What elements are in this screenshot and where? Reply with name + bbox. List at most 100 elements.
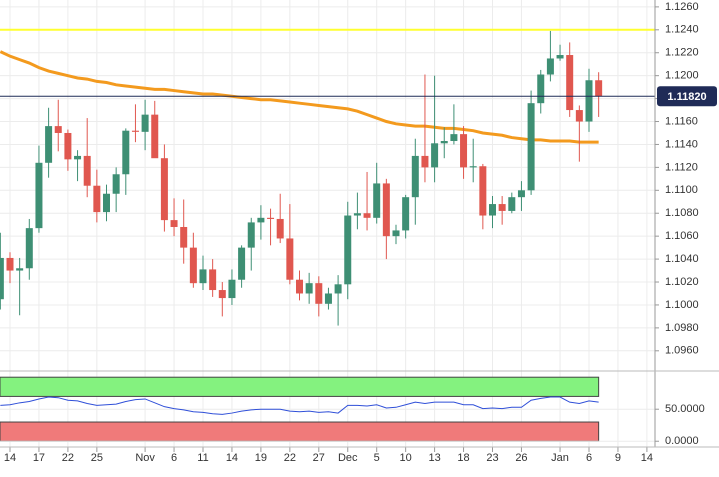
candle-body [575,110,583,122]
candle-body [440,141,448,144]
candle-body [122,130,130,175]
candle-body [334,284,342,294]
candle-body [0,257,4,300]
x-tick-label: Jan [551,452,569,464]
candle-body [402,197,410,231]
x-tick-label: 6 [586,452,592,464]
y-tick-label: 1.1200 [665,70,699,82]
x-tick-label: 14 [4,452,16,464]
candle-body [508,197,516,211]
candle-body [170,220,178,227]
candle-body [25,228,33,269]
y-tick-label: 1.1220 [665,47,699,59]
y-tick-label: 1.1160 [665,115,698,127]
y-tick-label: 1.1240 [665,24,699,36]
candle-body [64,132,72,160]
candle-body [411,155,419,198]
x-tick-label: 19 [255,452,267,464]
indicator-line [0,396,599,415]
candle-body [93,185,101,213]
x-tick-label: 23 [486,452,498,464]
candle-body [45,126,53,163]
y-tick-label: 1.1120 [665,161,698,173]
x-tick-label: 13 [428,452,440,464]
candle-body [469,166,477,168]
moving-average [0,50,599,144]
candle-body [257,217,265,223]
candle-body [431,143,439,168]
x-tick-label: 26 [515,452,527,464]
candle-body [392,230,400,237]
y-tick-label: 1.0980 [665,322,699,334]
candle-body [460,134,468,168]
candle-body [546,58,554,75]
candle-body [324,293,332,304]
x-tick-label: Nov [135,452,155,464]
current-price-label: 1.11820 [667,91,706,103]
y-tick-label: 1.1060 [665,230,699,242]
y-tick-label: 0.0000 [665,435,699,447]
candle-body [489,204,496,216]
candle-body [315,283,323,304]
candle-body [180,226,188,248]
x-tick-label: 18 [457,452,469,464]
y-tick-label: 50.0000 [665,403,705,415]
candle-body [151,114,159,159]
candle-body [131,130,139,132]
candle-body [585,80,593,122]
candle-body [276,218,284,239]
candle-body [498,204,506,211]
x-tick-label: 14 [226,452,238,464]
x-tick-label: 27 [313,452,325,464]
candle-body [16,268,24,271]
candle-body [238,247,246,280]
candle-body [247,222,255,248]
candle-body [450,134,458,142]
x-tick-label: 25 [91,452,103,464]
candle-body [479,166,487,216]
y-tick-label: 1.1020 [665,276,699,288]
candle-body [527,103,535,191]
candle-body [218,290,226,299]
x-tick-label: Dec [338,452,358,464]
band [0,376,600,397]
candle-body [141,114,149,132]
y-tick-label: 1.1080 [665,207,699,219]
candle-body [517,190,525,198]
candle-body [296,279,303,294]
candle-body [595,80,603,97]
candle-body [54,126,62,133]
candle-body [566,55,574,111]
candle-body [199,269,207,284]
x-tick-label: 6 [171,452,177,464]
candle-body [6,257,14,271]
candle-body [228,279,236,299]
candle-body [286,238,294,280]
x-tick-label: 17 [33,452,45,464]
current-price-box [657,86,717,107]
candle-body [421,155,429,168]
y-tick-label: 1.1140 [665,138,698,150]
candle-body [382,183,390,237]
candle-body [305,283,313,294]
candle-body [160,158,168,221]
candle-body [267,217,275,219]
y-tick-label: 1.1000 [665,299,699,311]
candle-body [74,155,82,160]
x-tick-label: 22 [62,452,74,464]
candle-body [353,213,361,216]
candle-body [112,174,120,194]
candle-body [556,55,564,59]
x-tick-label: 14 [641,452,653,464]
band [0,421,600,442]
candle-body [83,155,91,186]
candle-body [35,162,43,229]
candle-body [373,183,381,218]
y-tick-label: 1.1100 [665,184,698,196]
candle-body [344,215,352,285]
y-tick-label: 1.0960 [665,345,699,357]
candle-body [209,269,217,291]
